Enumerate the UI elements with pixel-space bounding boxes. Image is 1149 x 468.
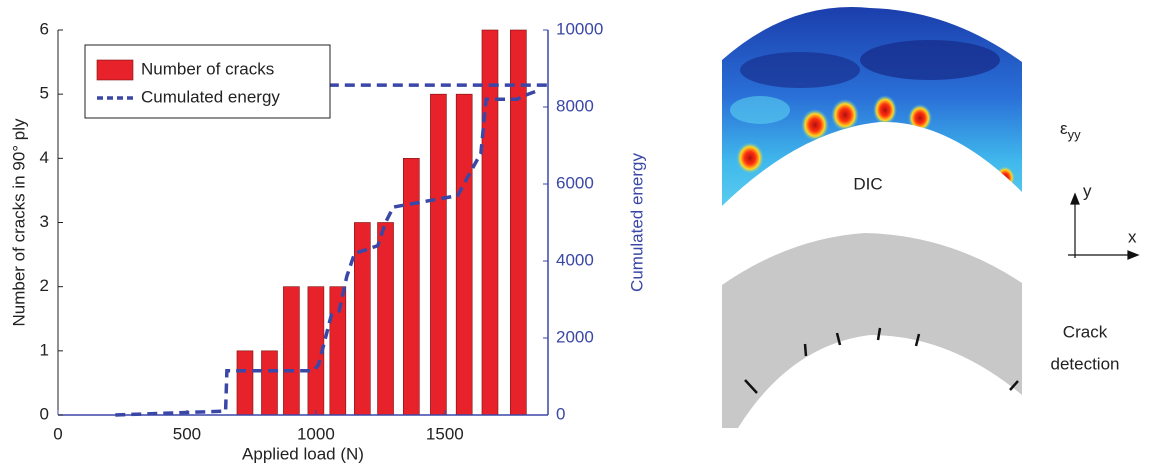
bar (236, 350, 254, 416)
axis-x-label: x (1128, 227, 1137, 246)
crack-label: Crack (1063, 322, 1108, 341)
y2-tick-label: 0 (556, 404, 565, 423)
x-tick-label: 500 (173, 424, 201, 443)
y-axis-label: Number of cracks in 90° ply (9, 118, 28, 327)
bar (261, 350, 278, 416)
crack-label: detection (1051, 354, 1120, 373)
y-tick-label: 6 (40, 19, 49, 38)
x-axis-label: Applied load (N) (242, 444, 364, 463)
bar (430, 93, 447, 416)
strain-label: εyy (1060, 119, 1081, 142)
chart: 0 1 2 3 4 5 6 0 2000 4000 6000 8000 10000 0 500 1000 150… (9, 19, 646, 463)
y2-tick-label: 2000 (556, 327, 594, 346)
y-tick-label: 2 (40, 276, 49, 295)
axis-y-label: y (1083, 181, 1092, 200)
legend-label: Number of cracks (141, 59, 274, 78)
legend-swatch (96, 59, 134, 81)
bar (403, 158, 420, 416)
energy-line (115, 83, 548, 417)
y2-axis-label: Cumulated energy (627, 153, 646, 292)
y-tick-label: 3 (40, 212, 49, 231)
y-tick-label: 4 (40, 148, 49, 167)
x-tick-label: 0 (53, 424, 62, 443)
bar (283, 286, 300, 416)
bar (377, 222, 394, 416)
x-tick-label: 1500 (426, 424, 464, 443)
legend-label: Cumulated energy (141, 87, 280, 106)
bar (455, 93, 473, 416)
strain-subscript: yy (1068, 127, 1082, 142)
bar (481, 29, 499, 416)
strain-symbol: ε (1060, 119, 1068, 138)
bar (329, 286, 347, 416)
y-tick-label: 0 (40, 404, 49, 423)
y2-tick-label: 6000 (556, 173, 594, 192)
legend-box (84, 44, 331, 119)
crack-marks (744, 327, 1019, 394)
y-tick-label: 1 (40, 340, 49, 359)
crack-image (722, 233, 1022, 428)
dic-label: DIC (853, 174, 882, 193)
axes-icon (1068, 192, 1140, 260)
y-tick-label: 5 (40, 84, 49, 103)
x-tick-label: 1000 (297, 424, 335, 443)
y2-tick-label: 8000 (556, 96, 594, 115)
bar (510, 29, 527, 416)
y2-tick-label: 10000 (556, 19, 603, 38)
y2-tick-label: 4000 (556, 250, 594, 269)
